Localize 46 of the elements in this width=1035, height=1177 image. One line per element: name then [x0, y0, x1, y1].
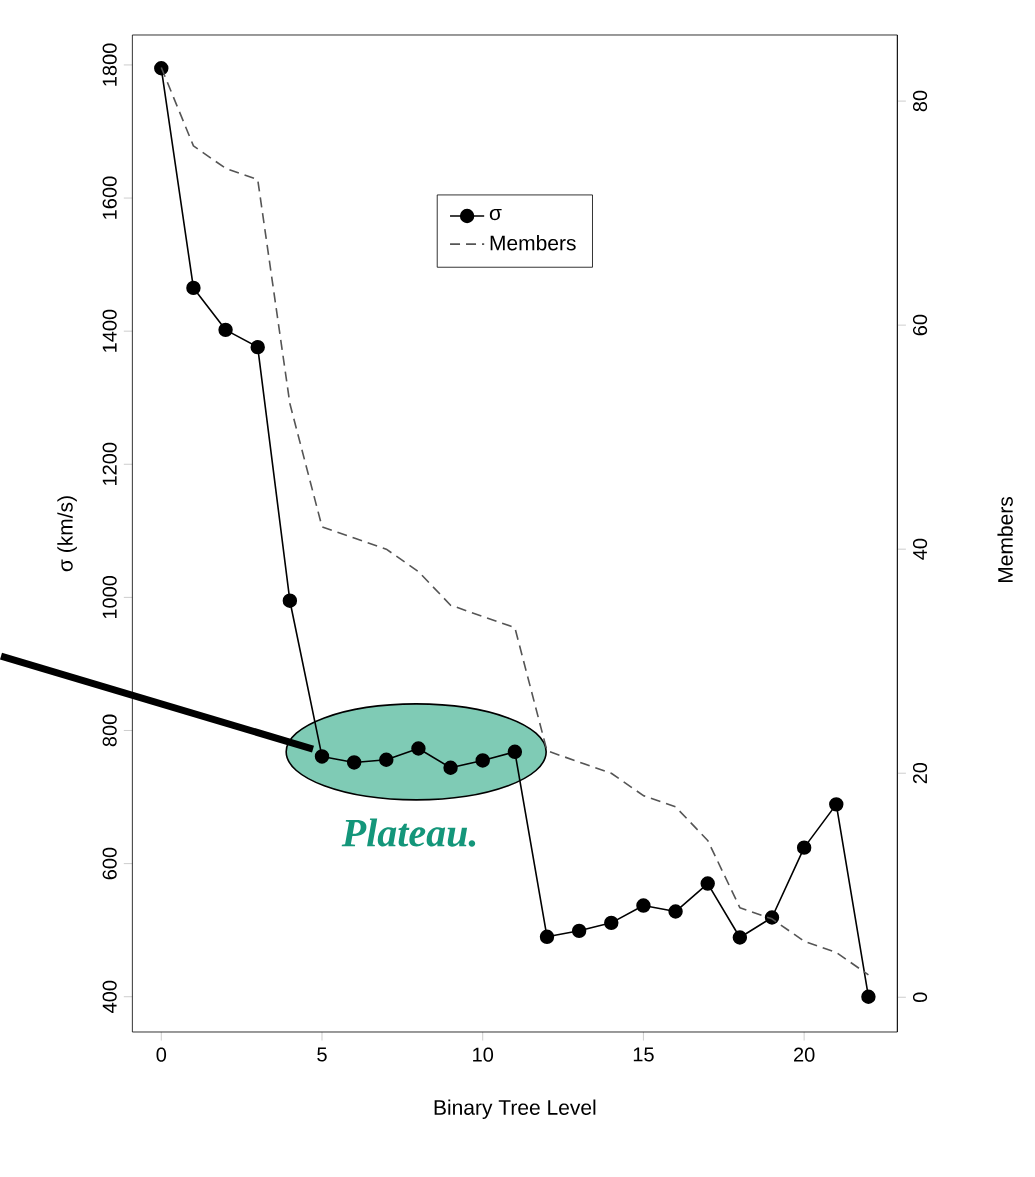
point [732, 930, 747, 945]
y2-tick-label: 40 [912, 538, 927, 560]
point [668, 904, 683, 919]
legend-label: σ [489, 208, 502, 221]
y2-tick-label: 0 [912, 992, 927, 1003]
x-tick-label: 10 [472, 1047, 493, 1062]
y-tick-label: 400 [102, 980, 117, 1013]
y2-tick-label: 80 [912, 90, 927, 112]
x-tick-label: 0 [156, 1047, 166, 1062]
y-tick-label: 1800 [102, 43, 117, 86]
point [861, 989, 876, 1004]
point [314, 749, 330, 764]
x-axis-title: Binary Tree Level [434, 1099, 596, 1120]
legend-label: Members [490, 235, 576, 251]
point [443, 760, 458, 775]
y2-axis-title: Members [997, 497, 1013, 583]
y-tick-label: 1200 [102, 442, 117, 485]
y2-tick-label: 60 [912, 314, 927, 336]
x-tick-label: 15 [633, 1047, 654, 1062]
y2-tick-label: 20 [912, 762, 927, 784]
point [796, 840, 812, 855]
point [282, 593, 297, 608]
point [186, 280, 201, 296]
y-tick-label: 800 [102, 714, 117, 747]
annotation: Plateau. [341, 818, 476, 847]
x-tick-label: 20 [793, 1047, 815, 1062]
point [411, 741, 426, 756]
point [218, 322, 233, 338]
point [507, 744, 522, 759]
y-axis-title: σ (km/s) [57, 496, 77, 572]
point [539, 929, 555, 945]
point [636, 898, 651, 913]
point [346, 755, 362, 770]
point [571, 923, 587, 939]
point [475, 753, 490, 768]
point [603, 915, 619, 931]
y-tick-label: 1400 [102, 309, 117, 352]
y-tick-label: 1000 [102, 575, 117, 619]
y-tick-label: 1600 [102, 176, 117, 219]
point [250, 339, 265, 355]
y-tick-label: 600 [102, 847, 117, 880]
point [153, 61, 169, 76]
x-tick-label: 5 [317, 1047, 327, 1062]
point [828, 797, 844, 812]
point [378, 752, 394, 767]
point [700, 876, 715, 891]
